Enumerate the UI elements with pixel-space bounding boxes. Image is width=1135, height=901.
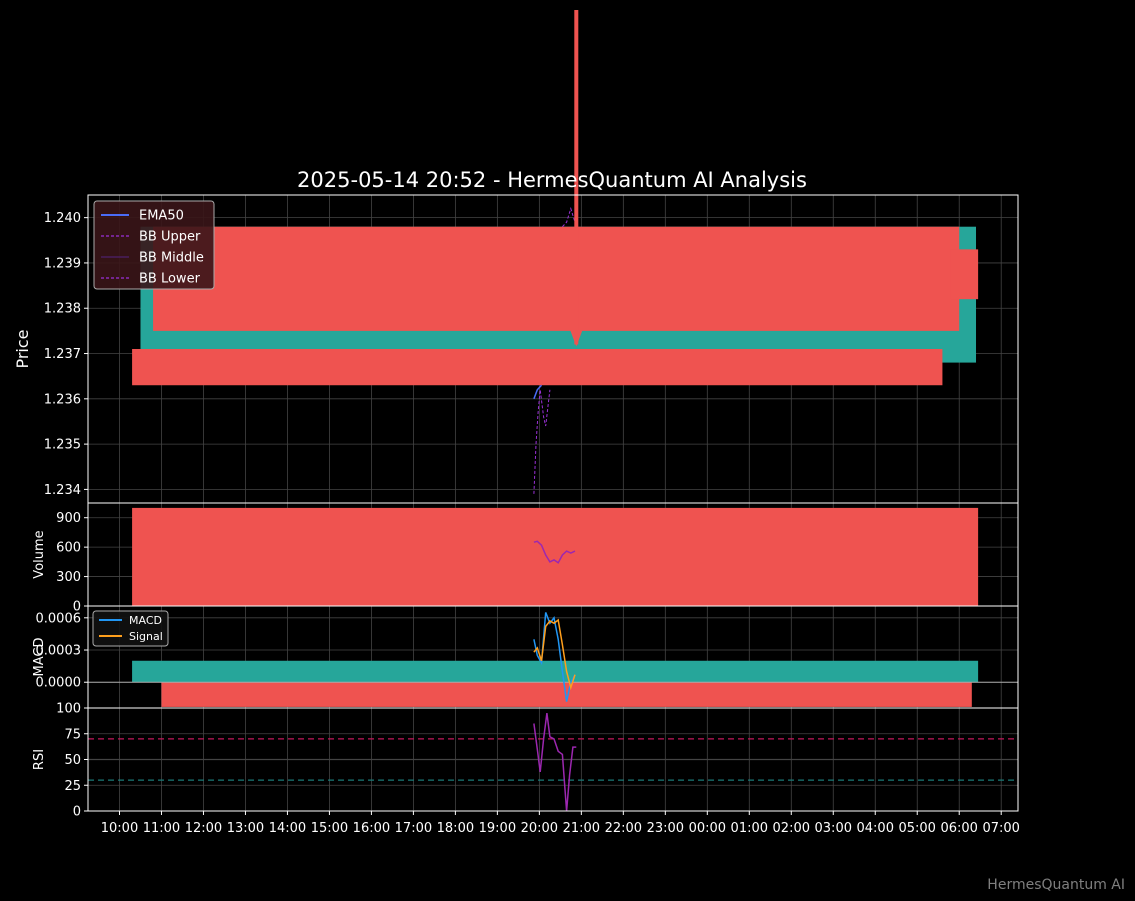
xtick-label: 14:00 <box>269 821 306 836</box>
xtick-label: 20:00 <box>521 821 558 836</box>
rsi-ylabel: RSI <box>32 749 47 770</box>
xtick-label: 18:00 <box>437 821 474 836</box>
legend-label-bb-lower: BB Lower <box>139 272 201 287</box>
price-series-bb-upper <box>562 206 576 228</box>
rsi-ytick-label: 75 <box>64 727 81 742</box>
macd-ytick-label: 0.0006 <box>36 611 82 626</box>
xtick-label: 15:00 <box>311 821 348 836</box>
xtick-label: 23:00 <box>647 821 684 836</box>
macd-ylabel: MACD <box>32 638 47 677</box>
price-ytick-label: 1.235 <box>44 438 81 453</box>
xtick-label: 16:00 <box>353 821 390 836</box>
macd-histogram-band <box>161 682 972 707</box>
xtick-label: 02:00 <box>773 821 810 836</box>
price-legend-box <box>93 200 215 290</box>
legend-label-bb-middle: BB Middle <box>139 251 204 266</box>
xtick-label: 12:00 <box>185 821 222 836</box>
price-ytick-label: 1.234 <box>44 483 81 498</box>
price-candle-band <box>153 226 960 331</box>
xtick-label: 01:00 <box>731 821 768 836</box>
price-candle-band <box>132 349 943 386</box>
xtick-label: 06:00 <box>940 821 977 836</box>
legend-label-ema50: EMA50 <box>139 209 184 224</box>
macd-ytick-label: 0.0000 <box>36 676 82 691</box>
macd-series-signal <box>533 618 576 691</box>
rsi-ytick-label: 100 <box>56 702 81 717</box>
volume-ytick-label: 600 <box>56 541 81 556</box>
spike-candle <box>574 10 579 345</box>
xtick-label: 17:00 <box>395 821 432 836</box>
legend-label-bb-upper: BB Upper <box>139 230 201 245</box>
chart-title: 2025-05-14 20:52 - HermesQuantum AI Anal… <box>297 168 807 192</box>
xtick-label: 05:00 <box>898 821 935 836</box>
rsi-ytick-label: 25 <box>64 779 81 794</box>
macd-series-macd <box>533 612 576 702</box>
volume-ylabel: Volume <box>32 530 47 578</box>
price-ytick-label: 1.237 <box>44 347 81 362</box>
macd-ytick-label: 0.0003 <box>36 644 82 659</box>
watermark: HermesQuantum AI <box>987 877 1125 893</box>
price-ytick-label: 1.236 <box>44 392 81 407</box>
macd-histogram-band <box>132 660 979 683</box>
price-ytick-label: 1.239 <box>44 256 81 271</box>
volume-ytick-label: 900 <box>56 511 81 526</box>
spike-candle-tip <box>570 330 583 347</box>
xtick-label: 21:00 <box>563 821 600 836</box>
rsi-series-rsi <box>533 713 577 812</box>
volume-ytick-label: 0 <box>73 600 81 615</box>
price-candle-band <box>950 249 979 300</box>
xtick-label: 19:00 <box>479 821 516 836</box>
xtick-label: 04:00 <box>857 821 894 836</box>
xtick-label: 13:00 <box>227 821 264 836</box>
rsi-ytick-label: 0 <box>73 805 81 820</box>
price-ytick-label: 1.238 <box>44 302 81 317</box>
legend-label-signal: Signal <box>129 630 163 643</box>
xtick-label: 11:00 <box>143 821 180 836</box>
volume-series-volume-ma <box>533 540 576 564</box>
rsi-frame <box>87 707 1019 812</box>
macd-legend: MACD Signal <box>92 610 169 647</box>
volume-bars <box>132 507 979 606</box>
xtick-label: 22:00 <box>605 821 642 836</box>
price-series-bb-lower <box>533 389 551 494</box>
price-legend: EMA50 BB Upper BB Middle BB Lower <box>93 200 215 290</box>
price-series-ema50 <box>533 384 543 400</box>
volume-ytick-label: 300 <box>56 570 81 585</box>
xtick-label: 07:00 <box>982 821 1019 836</box>
xtick-label: 03:00 <box>815 821 852 836</box>
legend-label-macd: MACD <box>129 614 162 627</box>
xtick-label: 00:00 <box>689 821 726 836</box>
rsi-ytick-label: 50 <box>64 753 81 768</box>
price-ylabel: Price <box>13 329 32 368</box>
price-ytick-label: 1.240 <box>44 211 81 226</box>
xtick-label: 10:00 <box>101 821 138 836</box>
